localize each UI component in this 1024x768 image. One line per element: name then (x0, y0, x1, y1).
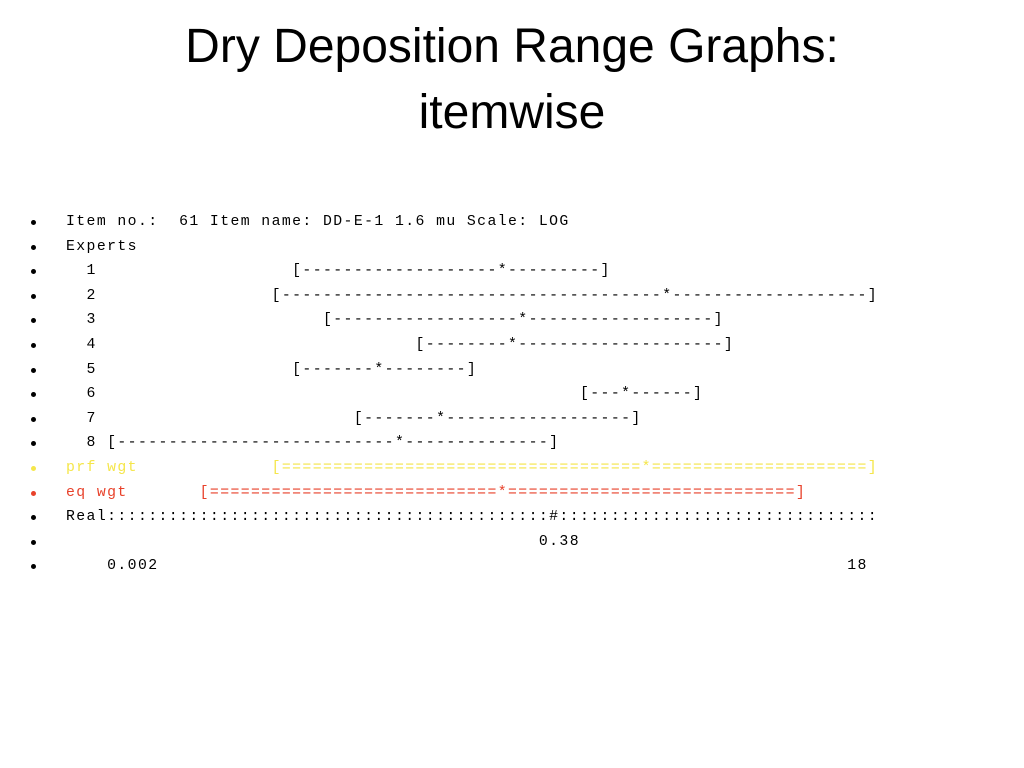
bullet-text: 3 [------------------*------------------… (66, 312, 724, 329)
bullet-item: 1 [-------------------*---------] (0, 259, 1024, 284)
bullet-item: Item no.: 61 Item name: DD-E-1 1.6 mu Sc… (0, 210, 1024, 235)
bullet-item: 8 [---------------------------*---------… (0, 431, 1024, 456)
bullet (31, 515, 36, 521)
bullet (31, 416, 36, 422)
bullet-item: 2 [-------------------------------------… (0, 284, 1024, 309)
bullet (31, 318, 36, 324)
bullet-text: 0.002 18 (66, 558, 868, 575)
bullet (31, 293, 36, 299)
bullet (31, 367, 36, 373)
bullet-text: 0.38 (66, 533, 580, 550)
bullet-text: 4 [--------*--------------------] (66, 336, 735, 353)
bullet-text: 8 [---------------------------*---------… (66, 435, 560, 452)
bullet-item: prf wgt [===============================… (0, 456, 1024, 481)
bullet-item: eq wgt [============================*===… (0, 481, 1024, 506)
bullet (31, 220, 36, 225)
bullet-item: 0.38 (0, 530, 1024, 555)
bullet-item: Experts (0, 235, 1024, 260)
bullet (31, 392, 36, 398)
bullet-text: Item no.: 61 Item name: DD-E-1 1.6 mu Sc… (66, 214, 570, 230)
bullet (31, 465, 36, 471)
bullet-text: Experts (66, 238, 138, 255)
bullet (31, 441, 36, 447)
bullet-text: 7 [-------*------------------] (66, 410, 642, 427)
bullet (31, 244, 36, 250)
bullet-item: 3 [------------------*------------------… (0, 308, 1024, 333)
bullet-list: Item no.: 61 Item name: DD-E-1 1.6 mu Sc… (0, 210, 1024, 579)
bullet-text: 2 [-------------------------------------… (66, 287, 879, 304)
bullet (31, 564, 36, 570)
bullet-text: 5 [-------*--------] (66, 361, 478, 378)
bullet (31, 342, 36, 348)
bullet-text: eq wgt [============================*===… (66, 484, 807, 501)
bullet-text: prf wgt [===============================… (66, 459, 879, 476)
slide-title: Dry Deposition Range Graphs: itemwise (185, 20, 839, 139)
bullet-item: Real::::::::::::::::::::::::::::::::::::… (0, 505, 1024, 530)
bullet (31, 539, 36, 545)
bullet (31, 490, 36, 496)
bullet-item: 0.002 18 (0, 554, 1024, 579)
bullet (31, 269, 36, 275)
bullet-text: Real::::::::::::::::::::::::::::::::::::… (66, 509, 879, 526)
bullet-item: 7 [-------*------------------] (0, 407, 1024, 432)
bullet-item: 6 [---*------] (0, 382, 1024, 407)
bullet-item: 5 [-------*--------] (0, 358, 1024, 383)
bullet-item: 4 [--------*--------------------] (0, 333, 1024, 358)
bullet-text: 1 [-------------------*---------] (66, 263, 611, 280)
bullet-text: 6 [---*------] (66, 386, 704, 403)
